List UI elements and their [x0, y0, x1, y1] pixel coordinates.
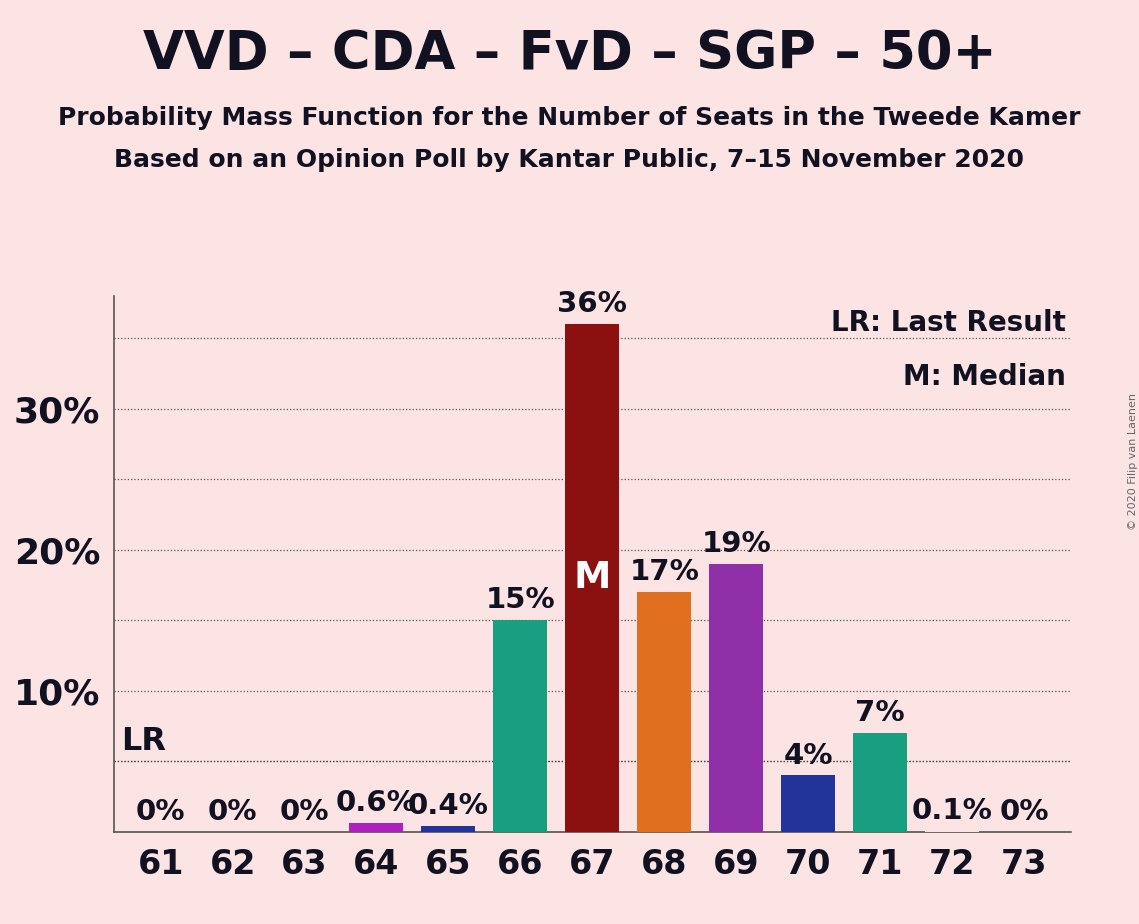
- Text: 0.4%: 0.4%: [408, 792, 489, 821]
- Text: 0%: 0%: [999, 798, 1049, 826]
- Text: 15%: 15%: [485, 587, 555, 614]
- Text: © 2020 Filip van Laenen: © 2020 Filip van Laenen: [1129, 394, 1138, 530]
- Text: 4%: 4%: [784, 742, 833, 770]
- Text: Probability Mass Function for the Number of Seats in the Tweede Kamer: Probability Mass Function for the Number…: [58, 106, 1081, 130]
- Bar: [565, 324, 620, 832]
- Text: M: M: [574, 560, 611, 596]
- Bar: [421, 826, 475, 832]
- Bar: [781, 775, 835, 832]
- Text: VVD – CDA – FvD – SGP – 50+: VVD – CDA – FvD – SGP – 50+: [142, 28, 997, 79]
- Text: 7%: 7%: [855, 699, 904, 727]
- Bar: [853, 733, 907, 832]
- Text: 36%: 36%: [557, 290, 628, 318]
- Text: 0%: 0%: [136, 798, 186, 826]
- Text: 0%: 0%: [280, 798, 329, 826]
- Bar: [710, 564, 763, 832]
- Text: LR: Last Result: LR: Last Result: [831, 310, 1066, 337]
- Text: LR: LR: [121, 726, 166, 757]
- Text: 0.1%: 0.1%: [911, 796, 992, 824]
- Text: 19%: 19%: [702, 530, 771, 558]
- Bar: [637, 592, 691, 832]
- Text: 17%: 17%: [629, 558, 699, 586]
- Text: Based on an Opinion Poll by Kantar Public, 7–15 November 2020: Based on an Opinion Poll by Kantar Publi…: [115, 148, 1024, 172]
- Text: M: Median: M: Median: [903, 363, 1066, 391]
- Text: 0%: 0%: [207, 798, 257, 826]
- Bar: [925, 830, 978, 832]
- Bar: [493, 620, 548, 832]
- Bar: [350, 823, 403, 832]
- Text: 0.6%: 0.6%: [336, 789, 417, 818]
